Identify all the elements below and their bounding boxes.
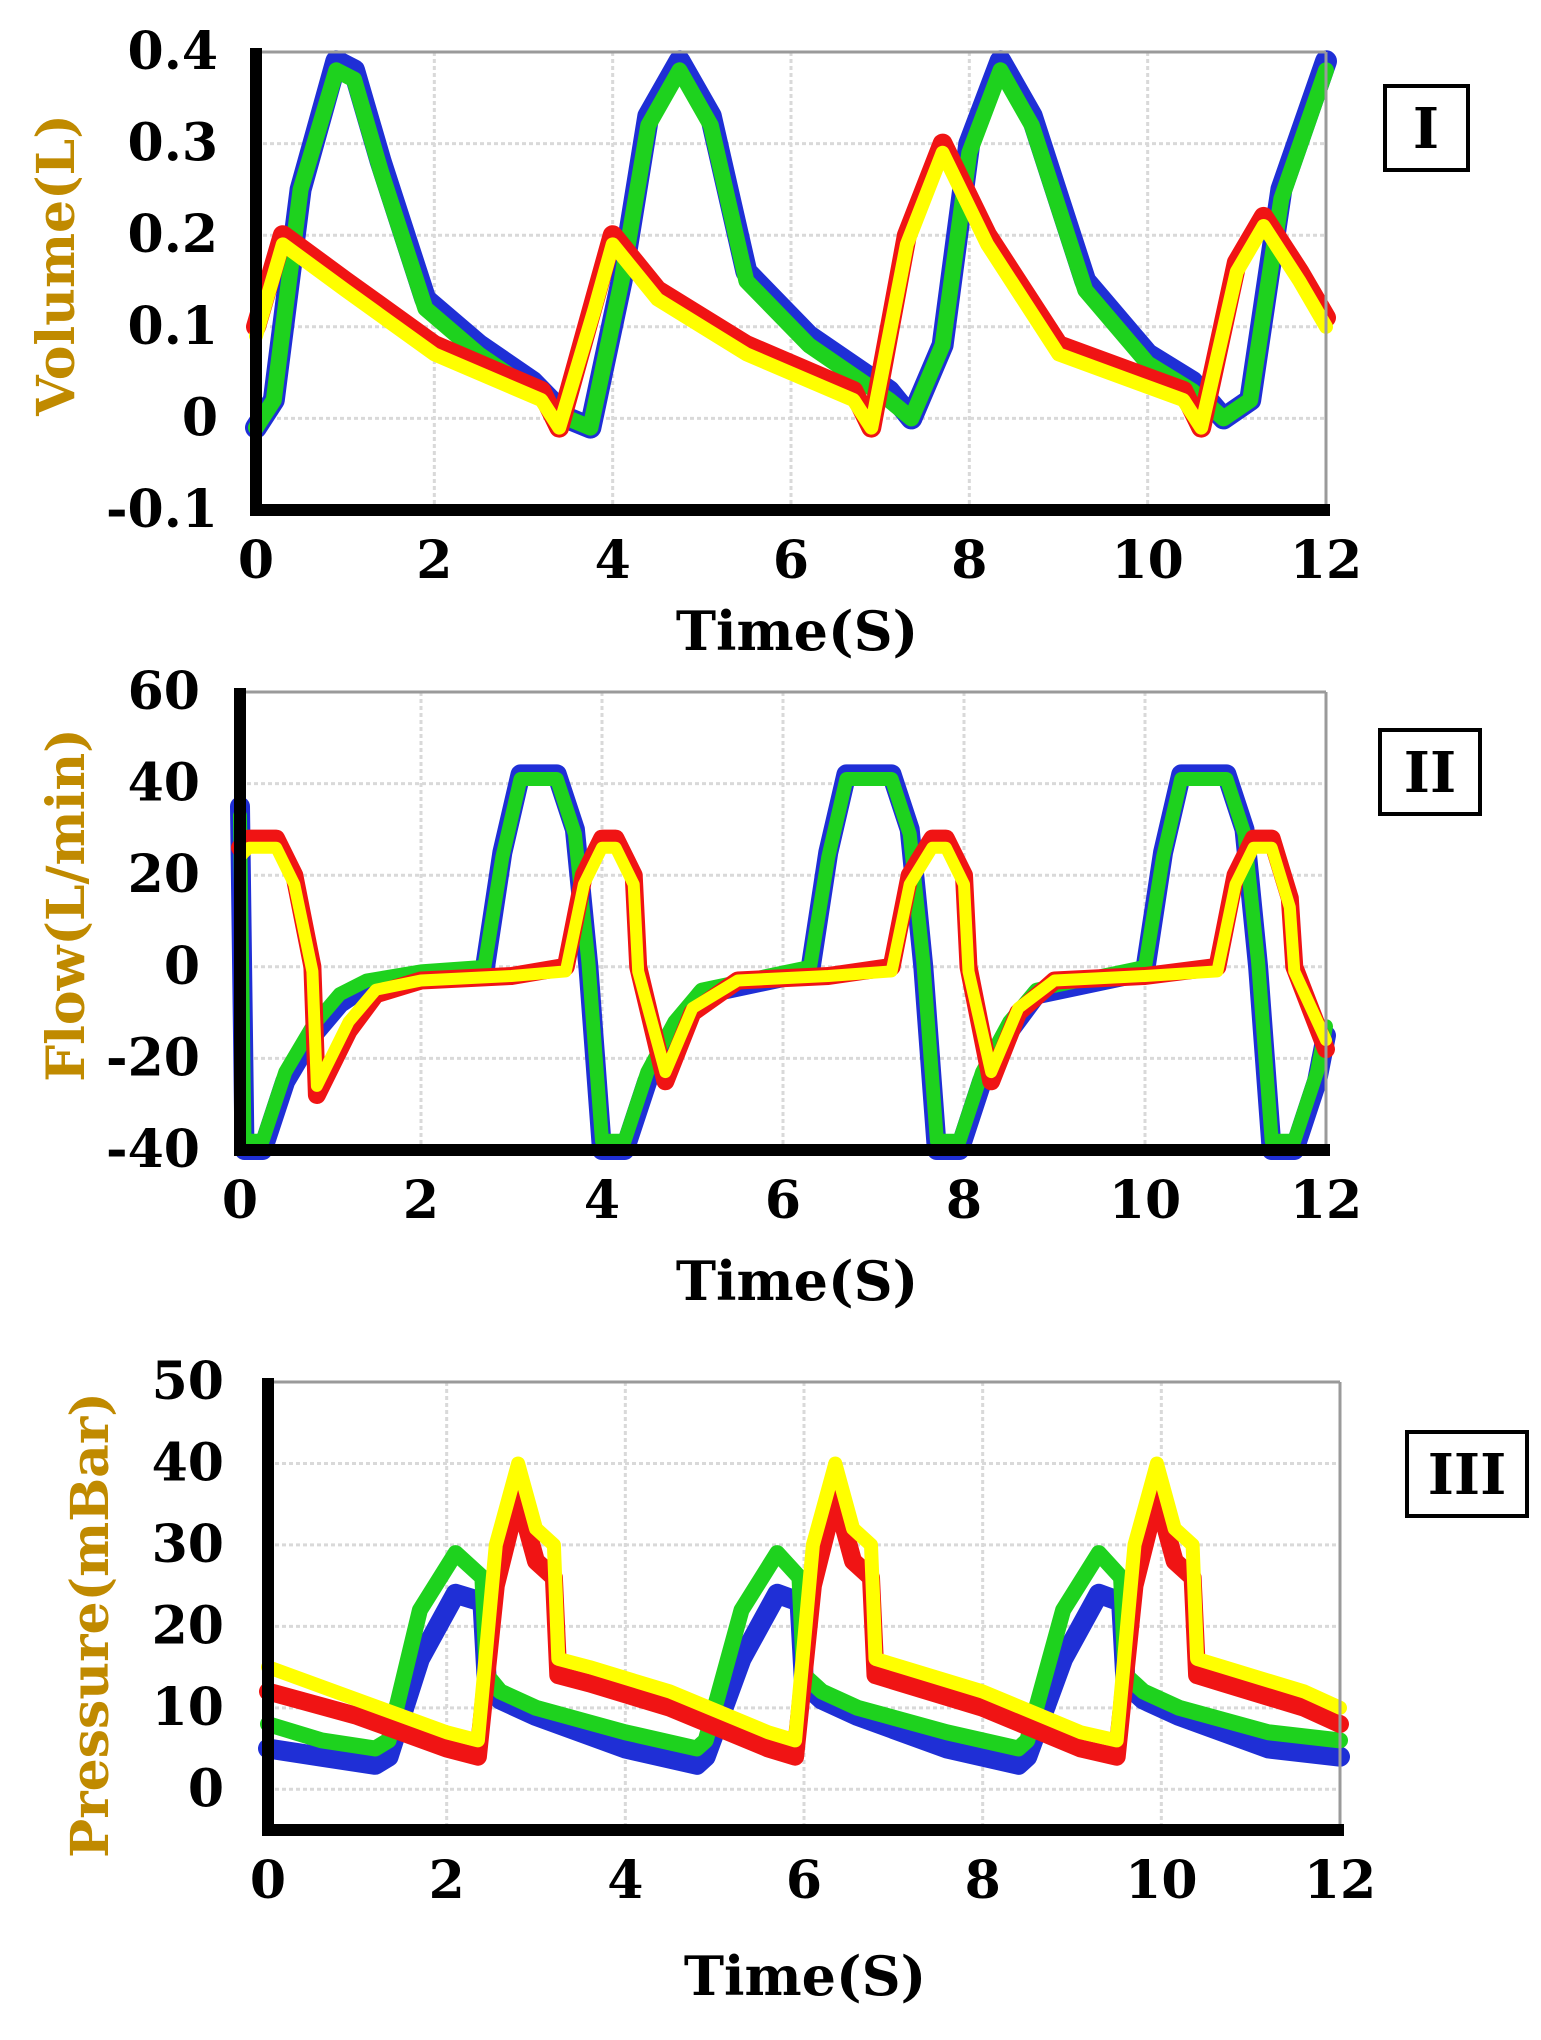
x-tick-label: 6 bbox=[773, 530, 809, 591]
y-tick-labels: -0.1 0 0.1 0.2 0.3 0.4 bbox=[106, 21, 218, 540]
panel-label: III bbox=[1428, 1442, 1507, 1508]
x-tick-labels: 0 2 4 6 8 10 12 bbox=[238, 530, 1362, 591]
y-tick-label: 0 bbox=[182, 387, 218, 448]
y-tick-label: 30 bbox=[152, 1514, 224, 1575]
x-tick-label: 10 bbox=[1109, 1170, 1181, 1231]
plot-frame bbox=[262, 1378, 1344, 1836]
y-tick-label: 0.3 bbox=[128, 113, 218, 174]
x-axis-label: Time(S) bbox=[684, 1944, 926, 2008]
y-tick-label: 0 bbox=[188, 1758, 224, 1819]
series-green-line bbox=[233, 772, 1333, 1148]
x-tick-label: 4 bbox=[595, 530, 631, 591]
y-tick-label: 0.2 bbox=[128, 204, 218, 265]
volume-chart: 0 2 4 6 8 10 12 -0.1 0 0.1 0.2 0.3 0.4 Time(S) Volu… bbox=[26, 21, 1470, 663]
x-tick-label: 0 bbox=[238, 530, 274, 591]
x-tick-label: 2 bbox=[416, 530, 452, 591]
series-group bbox=[245, 50, 1337, 439]
x-tick-label: 4 bbox=[584, 1170, 620, 1231]
x-tick-label: 2 bbox=[429, 1850, 465, 1911]
pressure-chart: 0 2 4 6 8 10 12 0 10 20 30 40 50 Time(S) Pressure(m… bbox=[60, 1351, 1529, 2008]
x-tick-label: 0 bbox=[250, 1850, 286, 1911]
x-tick-labels: 0 2 4 6 8 10 12 bbox=[250, 1850, 1376, 1911]
x-tick-labels: 0 2 4 6 8 10 12 bbox=[222, 1170, 1362, 1231]
y-tick-label: -40 bbox=[106, 1119, 200, 1180]
x-tick-label: 8 bbox=[946, 1170, 982, 1231]
x-axis-label: Time(S) bbox=[676, 599, 918, 663]
y-tick-labels: 0 10 20 30 40 50 bbox=[152, 1351, 224, 1819]
panel-label-box bbox=[1378, 728, 1482, 816]
y-tick-label: 60 bbox=[128, 661, 200, 722]
x-axis-label: Time(S) bbox=[676, 1249, 918, 1313]
y-axis-label: Flow(L/min) bbox=[36, 728, 97, 1081]
x-tick-label: 8 bbox=[965, 1850, 1001, 1911]
y-axis-label: Volume(L) bbox=[26, 114, 87, 417]
y-axis-label: Pressure(mBar) bbox=[60, 1392, 121, 1858]
y-tick-label: 0.1 bbox=[128, 296, 218, 357]
panel-label-box bbox=[1383, 84, 1470, 172]
y-tick-label: 20 bbox=[128, 844, 200, 905]
series-group bbox=[230, 764, 1336, 1160]
y-tick-label: 40 bbox=[152, 1432, 224, 1493]
series-yellow-line bbox=[234, 841, 1332, 1092]
y-tick-label: 20 bbox=[152, 1595, 224, 1656]
series-yellow-line bbox=[249, 145, 1333, 435]
y-tick-label: -20 bbox=[106, 1027, 200, 1088]
y-tick-label: 10 bbox=[152, 1677, 224, 1738]
y-tick-label: 0.4 bbox=[128, 21, 218, 82]
x-tick-label: 0 bbox=[222, 1170, 258, 1231]
y-tick-label: -0.1 bbox=[106, 479, 218, 540]
y-tick-labels: -40 -20 0 20 40 60 bbox=[106, 661, 200, 1180]
x-tick-label: 6 bbox=[765, 1170, 801, 1231]
x-tick-label: 12 bbox=[1290, 1170, 1362, 1231]
flow-chart: 0 2 4 6 8 10 12 -40 -20 0 20 40 60 Time(S) Flow(L/m… bbox=[36, 661, 1482, 1313]
series-green-line bbox=[260, 1545, 1348, 1757]
x-tick-label: 6 bbox=[786, 1850, 822, 1911]
x-tick-label: 12 bbox=[1304, 1850, 1376, 1911]
x-tick-label: 4 bbox=[607, 1850, 643, 1911]
plot-frame bbox=[250, 48, 1330, 516]
panel-label: II bbox=[1404, 740, 1456, 806]
series-red-line bbox=[259, 1487, 1349, 1766]
x-tick-label: 12 bbox=[1290, 530, 1362, 591]
x-tick-label: 10 bbox=[1125, 1850, 1197, 1911]
panel-label-box bbox=[1405, 1430, 1529, 1518]
panel-label: I bbox=[1413, 96, 1439, 162]
plot-frame bbox=[234, 688, 1330, 1156]
y-tick-label: 50 bbox=[152, 1351, 224, 1412]
y-tick-label: 0 bbox=[164, 936, 200, 997]
y-tick-label: 40 bbox=[128, 753, 200, 814]
series-green-line bbox=[248, 62, 1334, 436]
plot-area bbox=[240, 692, 1326, 1150]
x-tick-label: 2 bbox=[403, 1170, 439, 1231]
x-tick-label: 10 bbox=[1111, 530, 1183, 591]
series-group bbox=[258, 1456, 1350, 1775]
x-tick-label: 8 bbox=[951, 530, 987, 591]
series-yellow-line bbox=[261, 1456, 1347, 1748]
